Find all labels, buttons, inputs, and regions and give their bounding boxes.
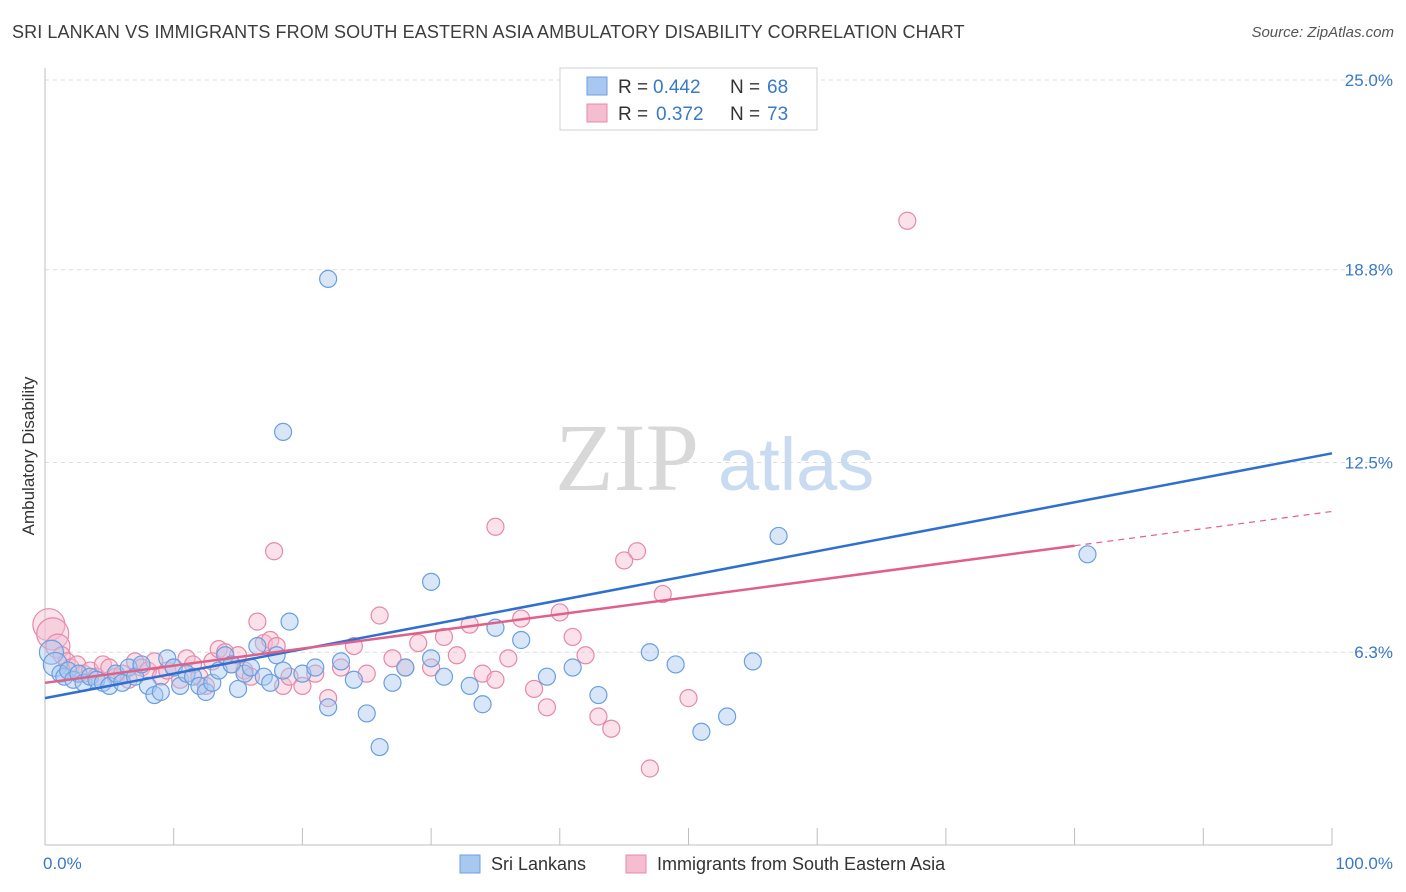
chart-source: Source: ZipAtlas.com <box>1251 24 1394 41</box>
sri-lankans-point <box>473 695 492 714</box>
series-legend: Sri Lankans Immigrants from South Easter… <box>459 854 946 874</box>
legend-r-label-2: R = <box>618 104 648 125</box>
immigrants-point <box>422 658 441 677</box>
sri-lankans-point <box>196 682 215 702</box>
immigrants-point <box>602 719 621 738</box>
sri-lankans-point <box>422 649 441 668</box>
immigrants-point <box>370 606 389 625</box>
sri-lankans-point <box>743 652 762 671</box>
immigrants-point <box>486 517 505 536</box>
y-tick-label: 25.0% <box>1345 71 1393 90</box>
sri-lankans-point <box>563 658 582 677</box>
immigrants-point <box>524 679 544 699</box>
immigrants-point <box>248 612 267 631</box>
immigrants-point <box>383 649 402 668</box>
chart-title: SRI LANKAN VS IMMIGRANTS FROM SOUTH EAST… <box>12 22 965 42</box>
immigrants-point <box>640 759 659 778</box>
sri-lankans-point <box>692 722 711 741</box>
sri-lankans-point <box>666 655 685 674</box>
sri-lankans-point <box>357 704 376 723</box>
sri-lankans-point <box>460 676 479 695</box>
immigrants-trend-line <box>44 544 1075 685</box>
sri-lankans-point <box>273 422 293 441</box>
sri-lankans-point <box>248 636 267 656</box>
x-axis-ticks <box>44 828 1333 845</box>
sri-lankans-point <box>640 643 659 662</box>
immigrants-point <box>589 707 608 726</box>
sri-lankans-point <box>183 667 203 686</box>
immigrants-point <box>331 658 351 677</box>
sri-lankans-point <box>319 269 338 288</box>
immigrants-point <box>653 584 672 604</box>
immigrants-point <box>576 646 595 665</box>
immigrants-point <box>537 698 557 717</box>
immigrants-point <box>499 649 518 668</box>
immigrants-point <box>627 542 647 561</box>
sri-lankans-point <box>718 707 737 726</box>
sri-lankans-point <box>331 652 351 671</box>
immigrants-point <box>563 627 582 647</box>
immigrants-point <box>264 542 284 561</box>
y-axis-label: Ambulatory Disability <box>19 376 38 535</box>
legend-r-value-2: 0.372 <box>656 104 704 125</box>
legend-n-label-2: N = <box>730 104 760 125</box>
sri-lankans-point <box>261 673 280 692</box>
y-tick-label: 18.8% <box>1345 261 1393 280</box>
legend-swatch-sri-lankans <box>586 76 608 96</box>
grid-lines <box>45 79 1392 653</box>
immigrants-point <box>434 627 454 647</box>
y-tick-labels: 6.3% 12.5% 18.8% 25.0% <box>1345 71 1393 662</box>
legend-n-value-2: 73 <box>767 104 788 125</box>
legend-n-label-1: N = <box>730 77 760 98</box>
x-tick-label-min: 0.0% <box>43 854 82 873</box>
trend-lines <box>44 452 1333 700</box>
sri-lankans-point <box>228 679 248 699</box>
bottom-legend-swatch-immigrants <box>625 854 647 874</box>
sri-lankans-point <box>383 673 402 692</box>
immigrants-point <box>409 633 428 653</box>
sri-lankans-point <box>537 667 557 686</box>
sri-lankans-point <box>344 670 363 689</box>
sri-lankans-point <box>370 737 389 757</box>
bottom-legend-label-immigrants: Immigrants from South Eastern Asia <box>657 854 946 874</box>
sri-lankans-point <box>422 572 441 591</box>
sri-lankans-point <box>589 685 608 705</box>
immigrants-point <box>319 689 338 708</box>
legend-r-value-1: 0.442 <box>653 77 701 98</box>
sri-lankans-point <box>769 526 788 546</box>
sri-lankans-point <box>396 658 415 677</box>
watermark-zip: ZIP <box>555 404 699 511</box>
sri-lankans-point <box>434 667 454 686</box>
sri-lankans-point <box>1078 545 1097 564</box>
sri-lankans-point <box>273 661 293 680</box>
immigrants-point <box>486 670 505 689</box>
sri-lankans-point <box>306 658 325 677</box>
sri-lankans-trend-line <box>44 452 1333 700</box>
correlation-legend: R = 0.442 N = 68 R = 0.372 N = 73 <box>559 67 818 131</box>
sri-lankans-point <box>280 612 299 631</box>
y-tick-label: 6.3% <box>1354 643 1393 662</box>
bottom-legend-label-sri-lankans: Sri Lankans <box>491 854 586 874</box>
legend-n-value-1: 68 <box>767 77 788 98</box>
immigrants-point <box>898 211 917 230</box>
sri-lankans-point <box>319 698 338 717</box>
bottom-legend-swatch-sri-lankans <box>459 854 481 874</box>
immigrants-point <box>306 664 325 683</box>
watermark-atlas: atlas <box>718 423 874 506</box>
series-sri-lankans-points <box>38 269 1097 757</box>
sri-lankans-point <box>512 630 531 650</box>
x-tick-label-max: 100.0% <box>1335 854 1393 873</box>
sri-lankans-point <box>151 682 170 702</box>
y-tick-label: 12.5% <box>1345 454 1393 473</box>
legend-swatch-immigrants <box>586 103 608 123</box>
immigrants-point <box>679 689 698 708</box>
immigrants-trend-line-extension <box>1074 510 1333 547</box>
legend-r-label-1: R = <box>618 77 648 98</box>
immigrants-point <box>615 551 634 570</box>
immigrants-point <box>447 646 466 665</box>
